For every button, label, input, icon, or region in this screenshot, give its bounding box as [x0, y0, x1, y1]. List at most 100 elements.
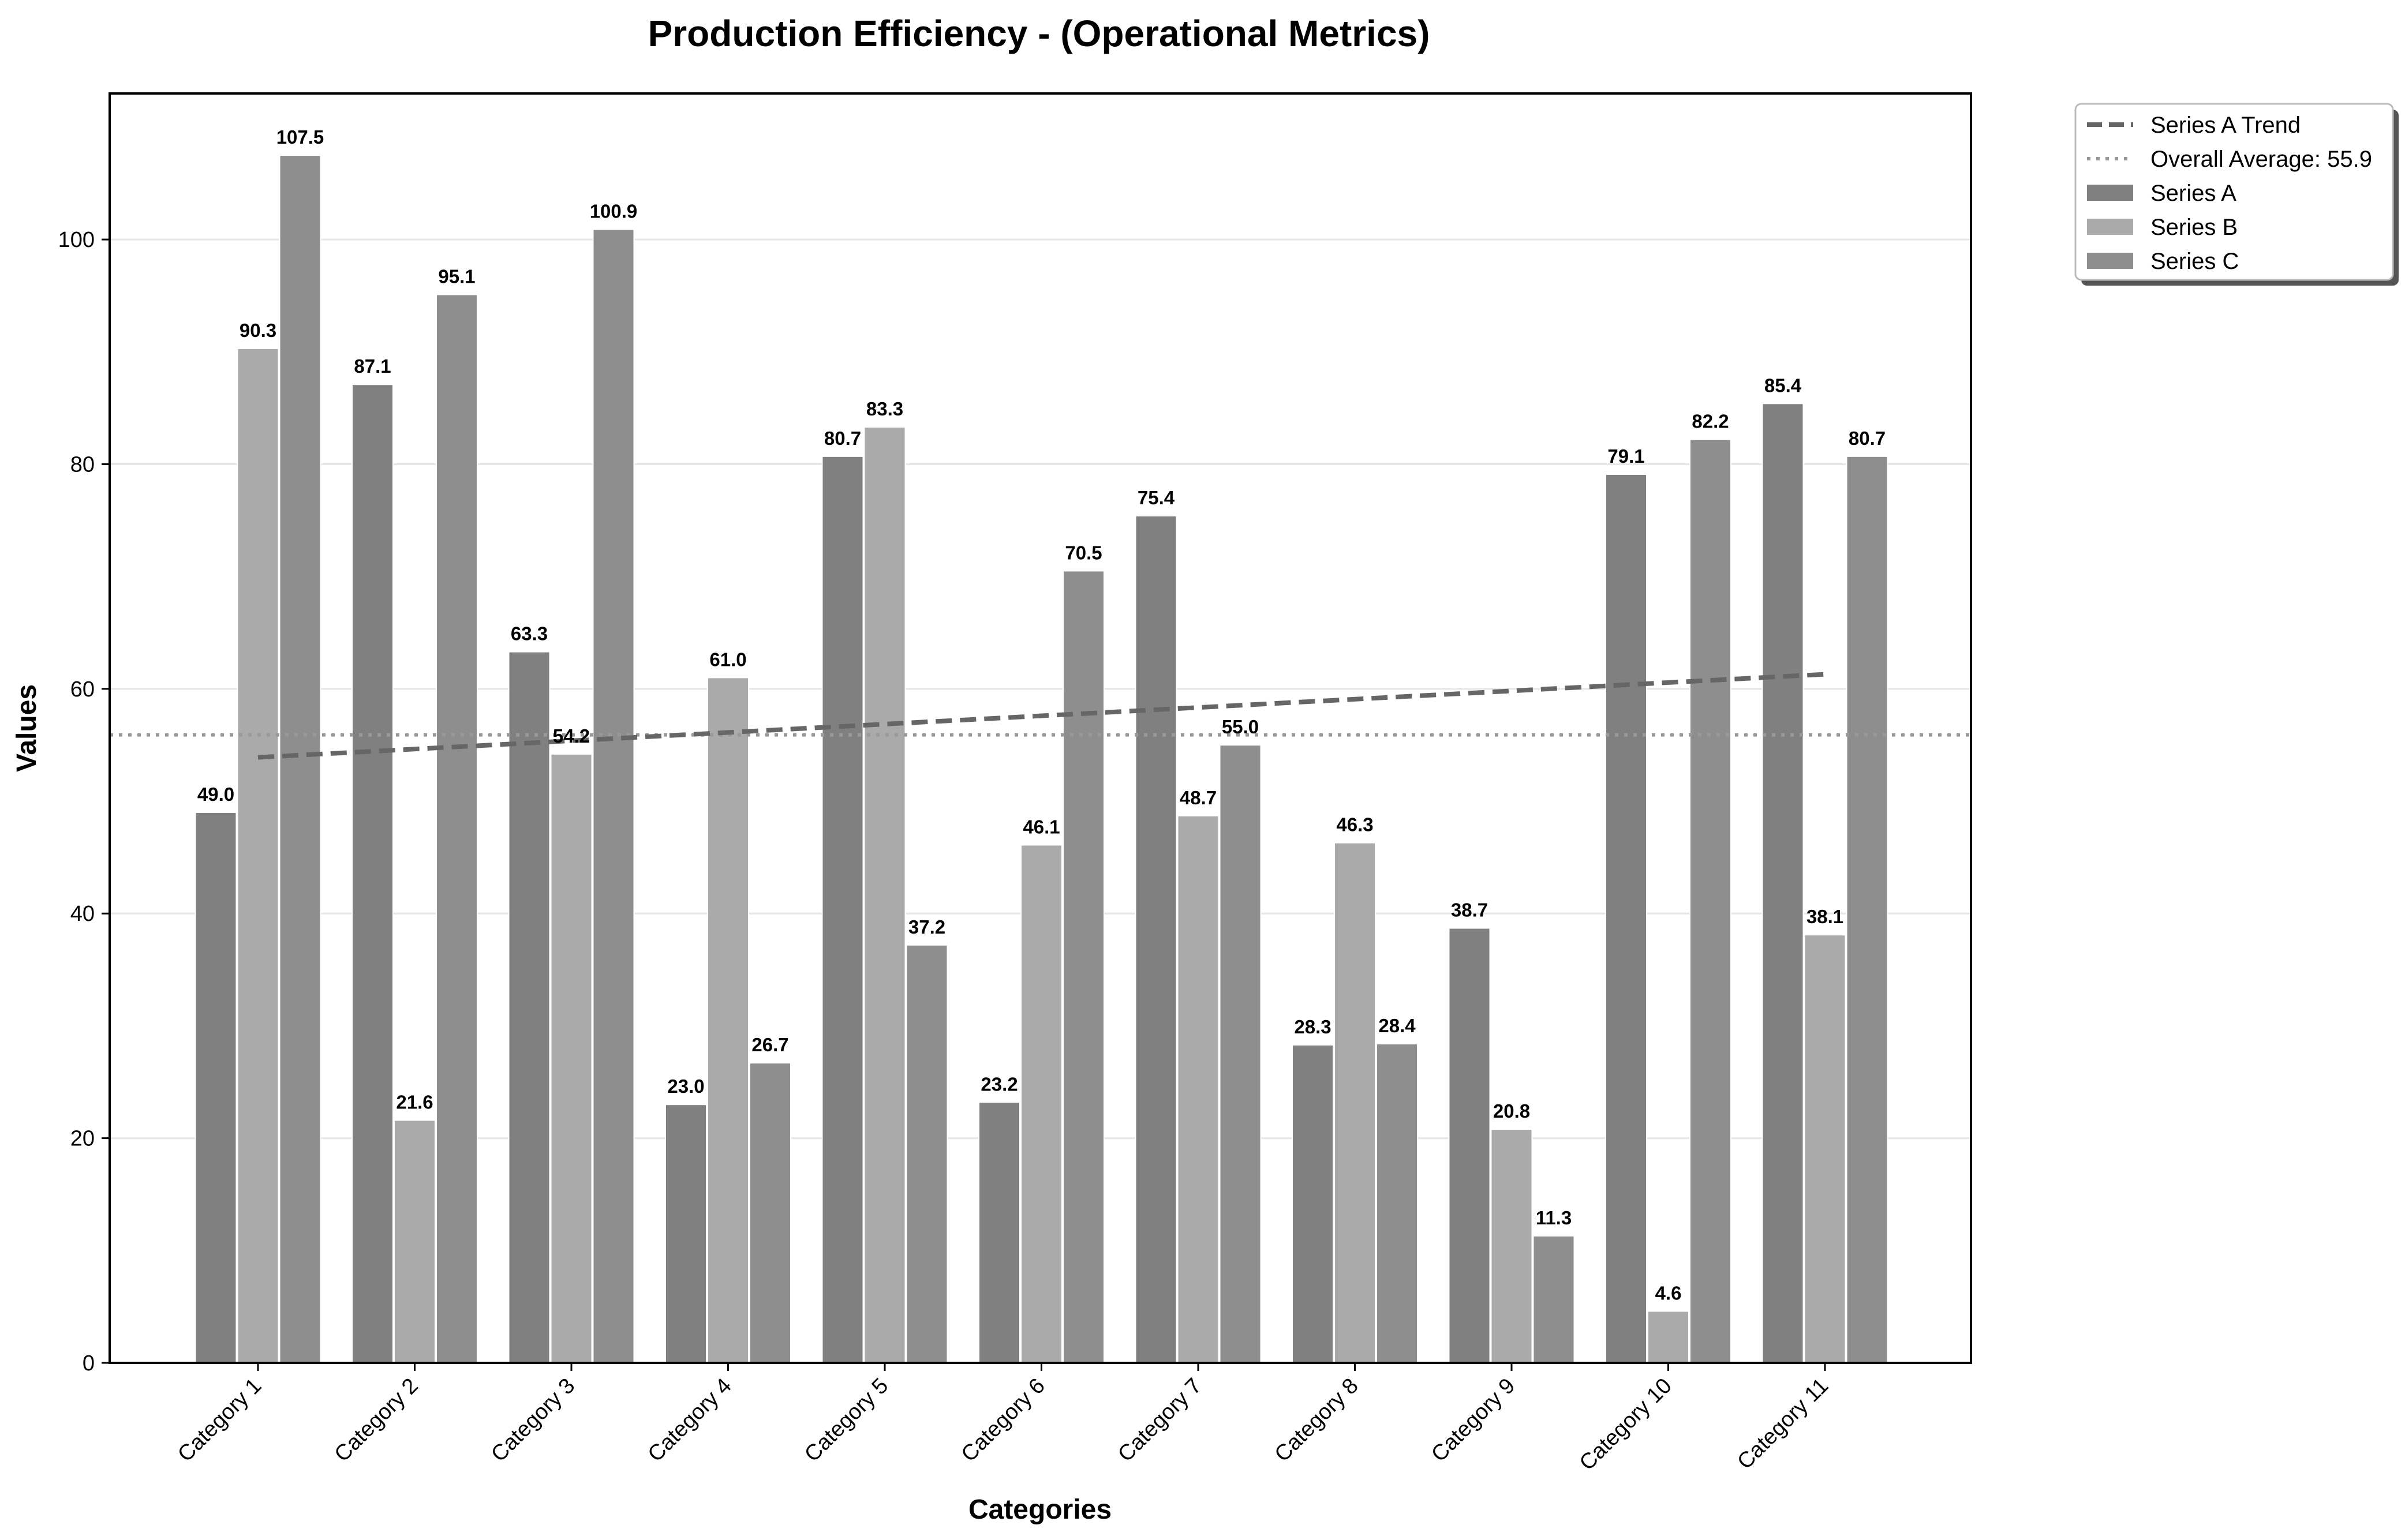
- x-tick-label: Category 5: [800, 1374, 893, 1467]
- y-tick-label: 0: [83, 1351, 95, 1376]
- data-label: 87.1: [354, 355, 391, 377]
- bar: [1219, 744, 1262, 1363]
- data-label: 46.1: [1023, 816, 1060, 837]
- bar: [195, 812, 237, 1363]
- data-label: 95.1: [438, 265, 475, 287]
- legend-label-average: Overall Average: 55.9: [2150, 147, 2372, 172]
- legend-box: [2074, 103, 2394, 281]
- data-label: 55.0: [1222, 716, 1259, 737]
- data-label: 83.3: [866, 398, 903, 419]
- bar: [592, 228, 635, 1364]
- data-labels: 49.0 87.1 63.3 23.0 80.7 23.2 75.4 28.3 38.7 79.1…: [197, 126, 1886, 1303]
- data-label: 4.6: [1655, 1282, 1682, 1303]
- data-label: 48.7: [1180, 787, 1217, 808]
- data-label: 70.5: [1065, 542, 1102, 563]
- data-label: 37.2: [908, 916, 945, 938]
- plot-frame: [109, 92, 1972, 1364]
- bar: [436, 294, 478, 1363]
- data-label: 21.6: [396, 1091, 433, 1112]
- x-tick-label: Category 7: [1113, 1374, 1206, 1467]
- bar: [1761, 403, 1804, 1364]
- chart-title: Production Efficiency - (Operational Met…: [648, 13, 1430, 54]
- data-label: 11.3: [1536, 1207, 1572, 1228]
- x-tick-label: Category 10: [1575, 1374, 1677, 1475]
- bar: [351, 384, 394, 1363]
- legend-label-trend: Series A Trend: [2150, 113, 2301, 138]
- y-axis: 0 20 40 60 80 100: [58, 228, 110, 1376]
- y-tick-label: 100: [58, 228, 95, 252]
- y-tick-label: 80: [70, 452, 95, 477]
- x-axis-label: Categories: [968, 1494, 1112, 1525]
- data-label: 38.7: [1451, 900, 1488, 921]
- data-label: 26.7: [751, 1034, 788, 1055]
- data-label: 75.4: [1138, 487, 1175, 508]
- data-label: 61.0: [709, 649, 746, 670]
- data-label: 80.7: [824, 428, 861, 449]
- bar: [1177, 815, 1220, 1363]
- x-tick-label: Category 1: [173, 1374, 266, 1467]
- y-tick-label: 40: [70, 902, 95, 926]
- data-label: 85.4: [1764, 374, 1802, 396]
- y-axis-label: Values: [12, 684, 42, 772]
- bar: [863, 426, 906, 1363]
- x-tick-label: Category 4: [644, 1374, 736, 1467]
- bar: [1448, 927, 1491, 1364]
- data-label: 38.1: [1806, 906, 1843, 927]
- bar: [1846, 455, 1888, 1363]
- bar: [237, 347, 279, 1363]
- x-tick-label: Category 8: [1270, 1374, 1363, 1467]
- y-tick-label: 20: [70, 1127, 95, 1151]
- data-label: 23.0: [667, 1076, 704, 1097]
- legend-swatch-series: [2087, 219, 2133, 235]
- data-label: 28.3: [1294, 1016, 1331, 1037]
- bar: [978, 1101, 1020, 1364]
- data-label: 49.0: [197, 784, 234, 805]
- data-label: 23.2: [981, 1073, 1018, 1095]
- data-label: 82.2: [1692, 411, 1729, 432]
- y-tick-label: 60: [70, 677, 95, 702]
- bar: [1063, 570, 1105, 1364]
- bar: [394, 1119, 436, 1363]
- bar: [1605, 474, 1647, 1363]
- bar: [1689, 439, 1731, 1363]
- bar: [279, 155, 321, 1364]
- bar: [550, 753, 593, 1363]
- x-tick-label: Category 6: [957, 1374, 1050, 1467]
- bar: [1532, 1235, 1575, 1363]
- bar: [906, 944, 948, 1363]
- legend-label-series: Series C: [2150, 249, 2239, 274]
- data-label: 79.1: [1607, 445, 1644, 467]
- data-label: 20.8: [1493, 1100, 1530, 1122]
- legend-swatch-series: [2087, 253, 2133, 269]
- data-label: 107.5: [276, 126, 324, 148]
- data-label: 46.3: [1336, 814, 1373, 835]
- bar: [707, 677, 749, 1363]
- bar: [1020, 844, 1063, 1363]
- x-tick-label: Category 2: [330, 1374, 423, 1467]
- data-label: 54.2: [553, 725, 590, 747]
- legend-swatch-series: [2087, 185, 2133, 201]
- bar: [1334, 842, 1376, 1364]
- bar: [1804, 934, 1846, 1363]
- x-tick-label: Category 9: [1427, 1374, 1520, 1467]
- legend-items: Series A Trend Overall Average: 55.9 Serie…: [2087, 113, 2372, 274]
- bar: [508, 651, 551, 1363]
- legend-label-series: Series B: [2150, 215, 2238, 240]
- bar: [821, 455, 864, 1363]
- x-tick-label: Category 3: [487, 1374, 579, 1467]
- legend: Series A Trend Overall Average: 55.9 Serie…: [2074, 103, 2399, 286]
- x-tick-label: Category 11: [1733, 1374, 1833, 1474]
- reference-lines: [110, 672, 1971, 760]
- data-label: 90.3: [240, 320, 276, 341]
- data-label: 100.9: [590, 201, 638, 222]
- legend-label-series: Series A: [2150, 181, 2236, 206]
- bar: [665, 1104, 707, 1363]
- bar: [1490, 1129, 1533, 1363]
- data-label: 63.3: [511, 623, 548, 645]
- bar: [1376, 1043, 1418, 1363]
- data-label: 28.4: [1378, 1015, 1416, 1036]
- bar: [749, 1062, 791, 1363]
- x-axis: Category 1 Category 2 Category 3 Category 4…: [173, 1363, 1833, 1475]
- series-a-trend-line: [257, 672, 1826, 760]
